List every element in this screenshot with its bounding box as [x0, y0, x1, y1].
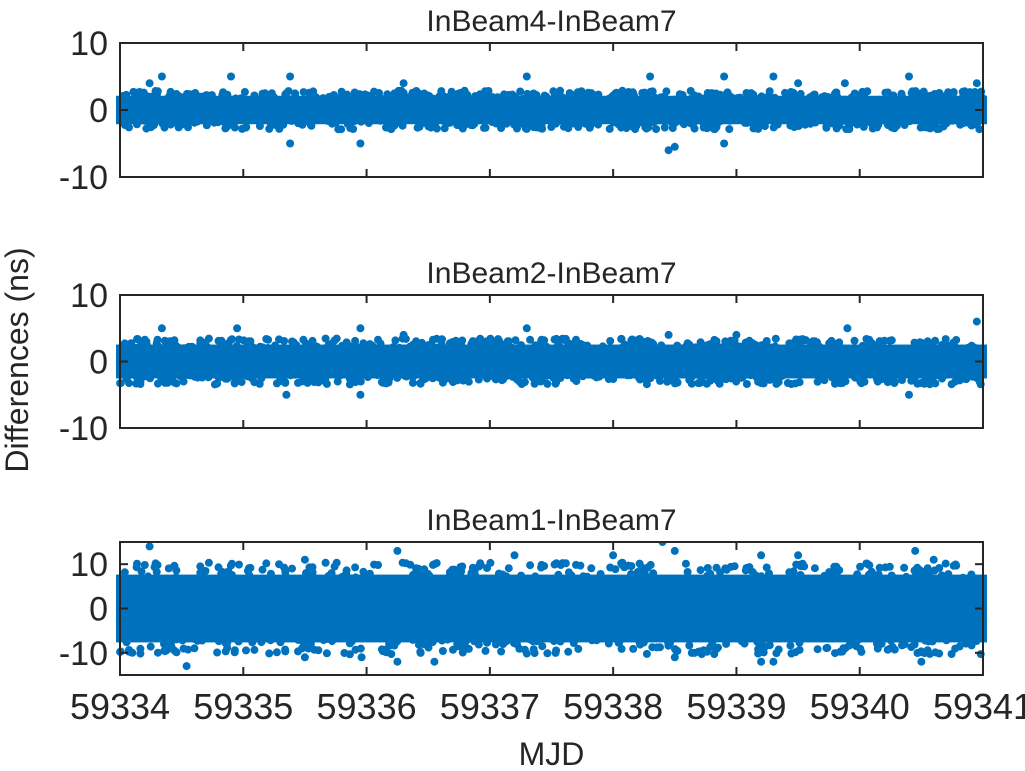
outlier-point: [972, 317, 981, 326]
outlier-point: [646, 72, 655, 81]
outlier-point: [664, 330, 673, 339]
subplot-title: InBeam4-InBeam7: [426, 5, 676, 38]
outlier-point: [300, 555, 309, 564]
y-tick-label: 0: [89, 344, 108, 382]
outlier-point: [522, 324, 531, 333]
scatter-points: [116, 72, 987, 155]
outlier-point: [929, 555, 938, 564]
outlier-point: [720, 139, 729, 148]
x-tick-label: 59341: [933, 686, 1025, 727]
y-tick-label: 10: [70, 277, 108, 315]
outlier-point: [757, 551, 766, 560]
outlier-point: [757, 657, 766, 666]
y-tick-label: 10: [70, 25, 108, 63]
outlier-point: [145, 542, 154, 551]
outlier-point: [972, 79, 981, 88]
y-tick-label: 0: [89, 92, 108, 130]
scatter-points: [116, 542, 987, 671]
outlier-point: [769, 72, 778, 81]
y-tick-label: -10: [59, 410, 108, 448]
outlier-point: [430, 657, 439, 666]
outlier-point: [720, 72, 729, 81]
outlier-point: [356, 139, 365, 148]
x-axis-label: MJD: [519, 736, 585, 771]
outlier-point: [670, 546, 679, 555]
outlier-point: [286, 139, 295, 148]
outlier-point: [145, 79, 154, 88]
outlier-point: [905, 72, 913, 81]
outlier-point: [769, 657, 778, 666]
x-tick-label: 59337: [440, 686, 540, 727]
outlier-point: [128, 648, 137, 657]
outlier-point: [430, 560, 439, 569]
y-tick-label: -10: [59, 159, 108, 197]
subplot-title: InBeam1-InBeam7: [426, 504, 676, 537]
outlier-point: [905, 390, 913, 399]
outlier-point: [286, 72, 295, 81]
outlier-point: [282, 390, 291, 399]
outlier-point: [670, 142, 679, 151]
outlier-point: [510, 551, 519, 560]
outlier-point: [393, 546, 402, 555]
outlier-point: [843, 324, 852, 333]
outlier-point: [393, 657, 402, 666]
x-tick-label: 59334: [70, 686, 170, 727]
subplot-title: InBeam2-InBeam7: [426, 257, 676, 290]
y-tick-label: 10: [70, 546, 108, 584]
outlier-point: [670, 653, 679, 662]
outlier-point: [732, 330, 741, 339]
scatter-points: [116, 317, 987, 399]
outlier-point: [157, 72, 166, 81]
x-tick-label: 59338: [563, 686, 663, 727]
y-axis-label: Differences (ns): [0, 247, 35, 472]
outlier-point: [300, 653, 309, 662]
x-tick-label: 59336: [317, 686, 417, 727]
subplot-2: -10 0 10 InBeam2-InBeam7: [59, 257, 987, 448]
outlier-point: [399, 79, 408, 88]
x-tick-label: 59340: [810, 686, 910, 727]
outlier-point: [182, 662, 191, 671]
outlier-point: [356, 390, 365, 399]
outlier-point: [522, 72, 531, 81]
outlier-point: [399, 330, 408, 339]
outlier-point: [794, 551, 803, 560]
outlier-point: [794, 79, 803, 88]
outlier-point: [227, 72, 235, 81]
y-tick-label: 0: [89, 591, 108, 629]
outlier-point: [911, 546, 920, 555]
outlier-point: [917, 657, 926, 666]
outlier-point: [356, 324, 365, 333]
subplot-1: -10 0 10 InBeam4-InBeam7: [59, 5, 987, 197]
x-tick-label: 59339: [686, 686, 786, 727]
outlier-point: [664, 146, 673, 155]
outlier-point: [840, 79, 849, 88]
outlier-point: [157, 324, 166, 333]
outlier-point: [233, 324, 242, 333]
outlier-point: [609, 551, 618, 560]
y-tick-label: -10: [59, 635, 108, 673]
outlier-point: [357, 653, 366, 662]
subplot-3: 59334 59335 59336 59337 59338 59339 59340 59341…: [59, 504, 1025, 771]
x-tick-label: 59335: [193, 686, 293, 727]
